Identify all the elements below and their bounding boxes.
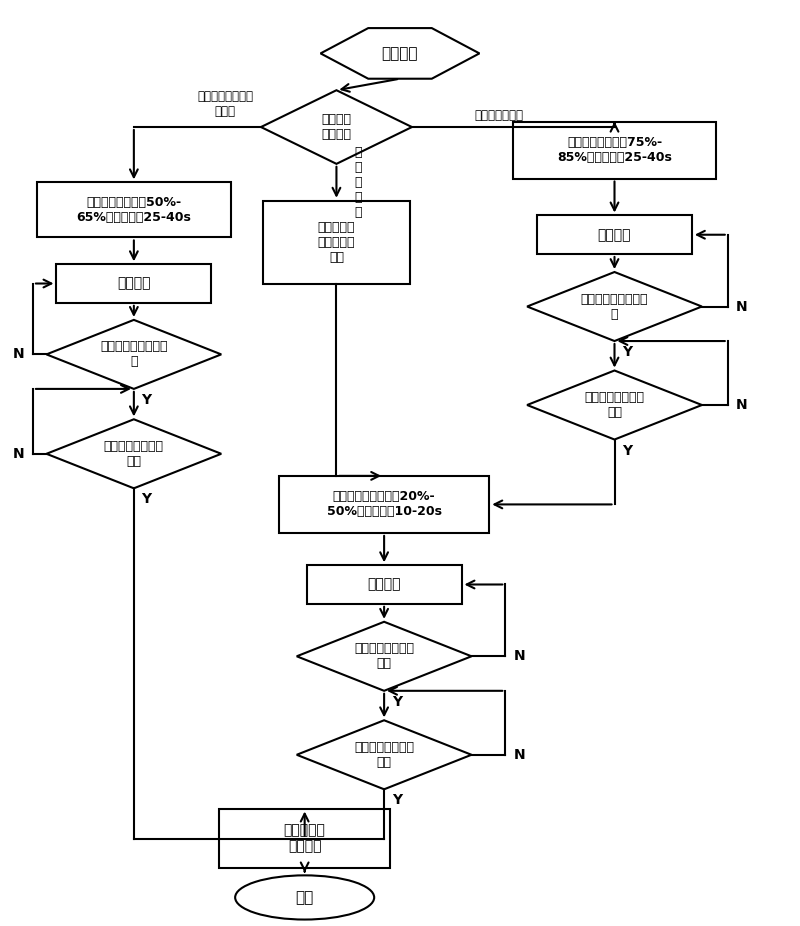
- Text: Y: Y: [142, 393, 152, 407]
- Text: 后
期
的
补
吹: 后 期 的 补 吹: [354, 145, 362, 219]
- Text: Y: Y: [392, 694, 402, 709]
- Text: 置氧气调节阀开度50%-
65%、延迟时间25-40s: 置氧气调节阀开度50%- 65%、延迟时间25-40s: [77, 196, 191, 224]
- Text: 结束: 结束: [295, 890, 314, 905]
- Text: Y: Y: [392, 794, 402, 807]
- Text: 下枪信号: 下枪信号: [382, 46, 418, 61]
- Text: Y: Y: [622, 444, 632, 457]
- Text: 判断当前
工作状态: 判断当前 工作状态: [322, 113, 351, 141]
- Bar: [306, 565, 462, 604]
- Text: N: N: [736, 299, 748, 314]
- Text: 是否到达设定阀门
开度: 是否到达设定阀门 开度: [354, 643, 414, 670]
- Bar: [279, 476, 490, 533]
- Text: N: N: [514, 748, 526, 762]
- Text: 是否到达设定延迟
时间: 是否到达设定延迟 时间: [585, 391, 645, 419]
- Text: Y: Y: [622, 345, 632, 359]
- Bar: [263, 201, 410, 283]
- Bar: [514, 121, 716, 179]
- Text: Y: Y: [142, 493, 152, 507]
- Text: 是否到达设定延迟
时间: 是否到达设定延迟 时间: [354, 741, 414, 769]
- Text: 开启阀门: 开启阀门: [117, 277, 150, 291]
- Text: N: N: [736, 398, 748, 412]
- Bar: [219, 808, 390, 869]
- Text: 开始吹炼或正常中
断重吹: 开始吹炼或正常中 断重吹: [198, 90, 254, 118]
- Text: 是否到达设定阀门开
度: 是否到达设定阀门开 度: [100, 341, 168, 369]
- Bar: [37, 182, 231, 237]
- Bar: [57, 264, 211, 303]
- Text: N: N: [13, 347, 25, 361]
- Text: 置氧气调节
阀为初始化
开度: 置氧气调节 阀为初始化 开度: [318, 220, 355, 264]
- Bar: [537, 216, 692, 254]
- Text: N: N: [13, 447, 25, 461]
- Text: 是否到达设定延迟
时间: 是否到达设定延迟 时间: [104, 440, 164, 468]
- Text: 重置氧气调节阀开度20%-
50%、延迟时间10-20s: 重置氧气调节阀开度20%- 50%、延迟时间10-20s: [326, 491, 442, 519]
- Text: 投入现有阀
门调节器: 投入现有阀 门调节器: [284, 823, 326, 854]
- Text: 故障中断后重吹: 故障中断后重吹: [475, 109, 524, 122]
- Text: 开启阀门: 开启阀门: [367, 578, 401, 592]
- Text: 置氧气调节阀开度75%-
85%、延迟时间25-40s: 置氧气调节阀开度75%- 85%、延迟时间25-40s: [557, 136, 672, 164]
- Text: 开启阀门: 开启阀门: [598, 228, 631, 242]
- Text: N: N: [514, 649, 526, 663]
- Text: 是否到达设定阀门开
度: 是否到达设定阀门开 度: [581, 293, 648, 320]
